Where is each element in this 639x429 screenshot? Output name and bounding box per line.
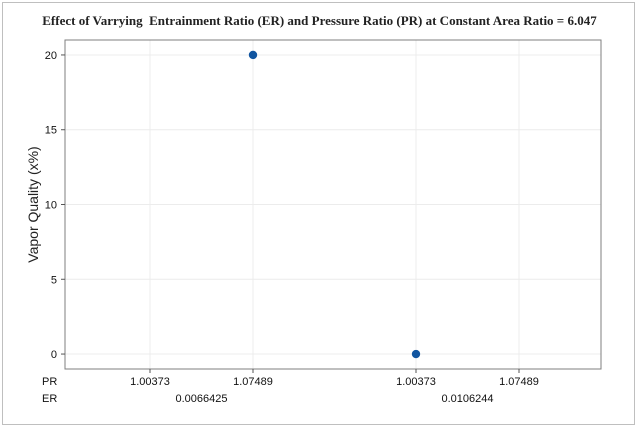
x-tick-label: 1.00373 xyxy=(396,376,436,388)
x-tick-label: 0.0066425 xyxy=(176,393,228,405)
y-tick-label: 10 xyxy=(45,200,57,212)
data-points xyxy=(248,50,421,359)
data-point xyxy=(248,50,258,60)
x-axis-level-name: ER xyxy=(42,393,57,405)
y-tick-label: 0 xyxy=(51,349,57,361)
y-tick-label: 20 xyxy=(45,50,57,62)
grid-lines xyxy=(65,40,601,369)
chart-title: Effect of Varrying Entrainment Ratio (ER… xyxy=(42,13,597,28)
x-axis: PR 1.00373 1.07489 1.00373 1.07489 ER 0.006642… xyxy=(42,369,539,405)
data-point xyxy=(411,349,421,359)
x-tick-label: 0.0106244 xyxy=(442,393,494,405)
x-axis-level-name: PR xyxy=(42,376,57,388)
y-axis: 0 5 10 15 20 xyxy=(45,50,65,361)
x-tick-label: 1.07489 xyxy=(499,376,539,388)
x-tick-label: 1.07489 xyxy=(233,376,273,388)
y-tick-label: 15 xyxy=(45,125,57,137)
y-tick-label: 5 xyxy=(51,274,57,286)
y-axis-label: Vapor Quality (x%) xyxy=(25,146,41,262)
chart-frame xyxy=(2,2,635,425)
x-tick-label: 1.00373 xyxy=(130,376,170,388)
